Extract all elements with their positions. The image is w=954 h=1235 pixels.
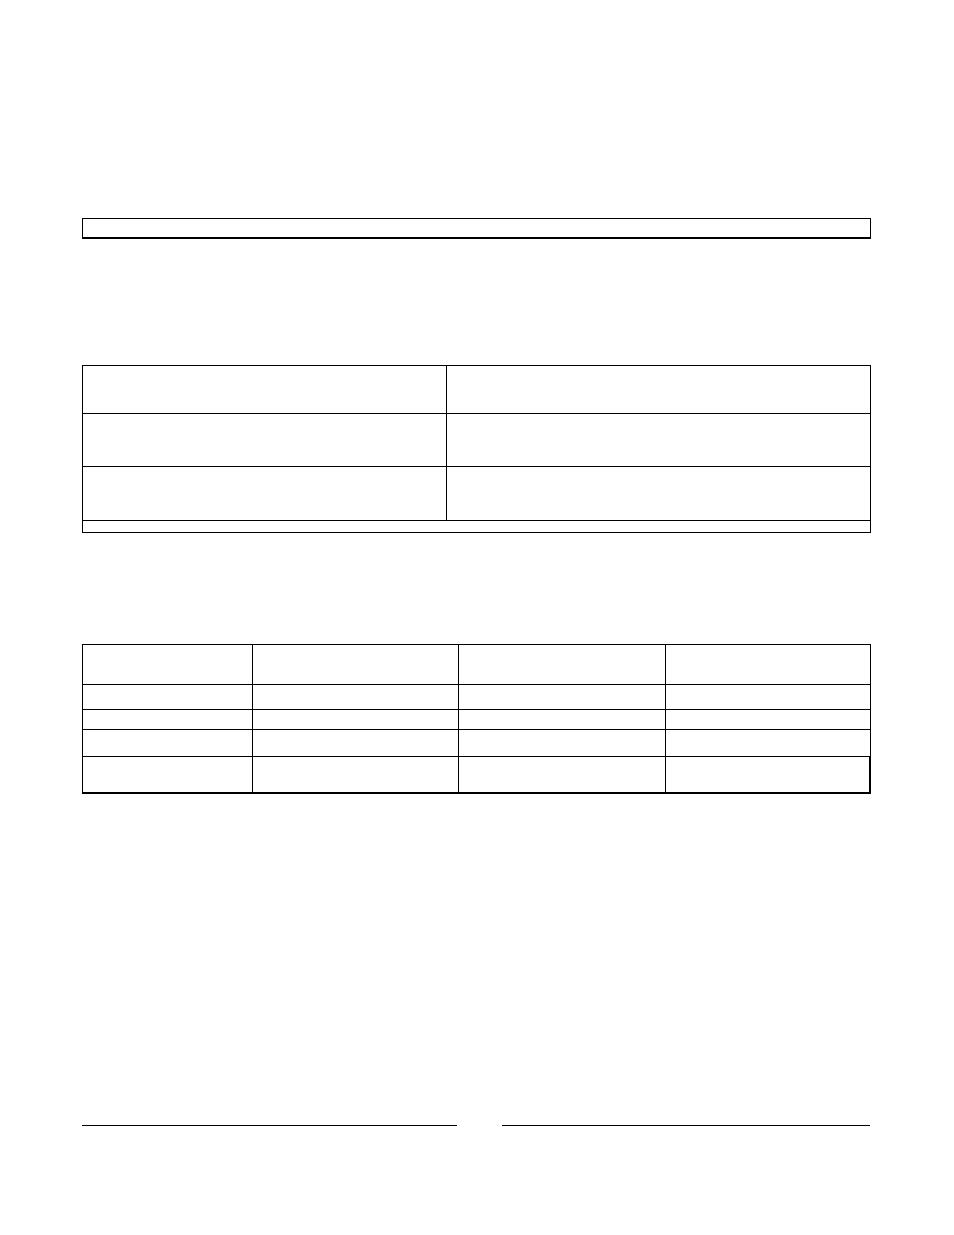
- table-cell: [252, 645, 459, 685]
- table-cell: [252, 757, 459, 793]
- table-row: [83, 730, 871, 757]
- table-cell: [459, 757, 666, 793]
- table-cell: [446, 414, 870, 467]
- table-cell: [665, 685, 870, 710]
- table-cell: [665, 757, 870, 793]
- table-cell: [83, 467, 447, 521]
- table-cell: [252, 710, 459, 730]
- table-cell: [83, 366, 447, 414]
- table-cell: [446, 467, 870, 521]
- table-cell: [252, 730, 459, 757]
- table-row: [83, 414, 871, 467]
- table-cell: [83, 710, 253, 730]
- table-row: [83, 645, 871, 685]
- header-box: [82, 218, 871, 239]
- table-row: [83, 366, 871, 414]
- table-cell: [83, 414, 447, 467]
- table-cell: [252, 685, 459, 710]
- table-1: [82, 365, 871, 533]
- table-row: [83, 467, 871, 521]
- table-cell: [83, 521, 871, 533]
- table-cell: [83, 685, 253, 710]
- table-cell: [83, 757, 253, 793]
- table-row: [83, 685, 871, 710]
- signature-line-left: [82, 1125, 457, 1126]
- table-cell: [665, 730, 870, 757]
- table-2: [82, 644, 871, 794]
- table-cell: [459, 710, 666, 730]
- signature-line-right: [502, 1125, 870, 1126]
- table-cell: [665, 645, 870, 685]
- table-row: [83, 710, 871, 730]
- table-cell: [459, 730, 666, 757]
- table-cell: [83, 730, 253, 757]
- table-cell: [665, 710, 870, 730]
- table-row: [83, 521, 871, 533]
- table-cell: [446, 366, 870, 414]
- table-row: [83, 757, 871, 793]
- table-cell: [459, 645, 666, 685]
- table-cell: [83, 645, 253, 685]
- table-cell: [459, 685, 666, 710]
